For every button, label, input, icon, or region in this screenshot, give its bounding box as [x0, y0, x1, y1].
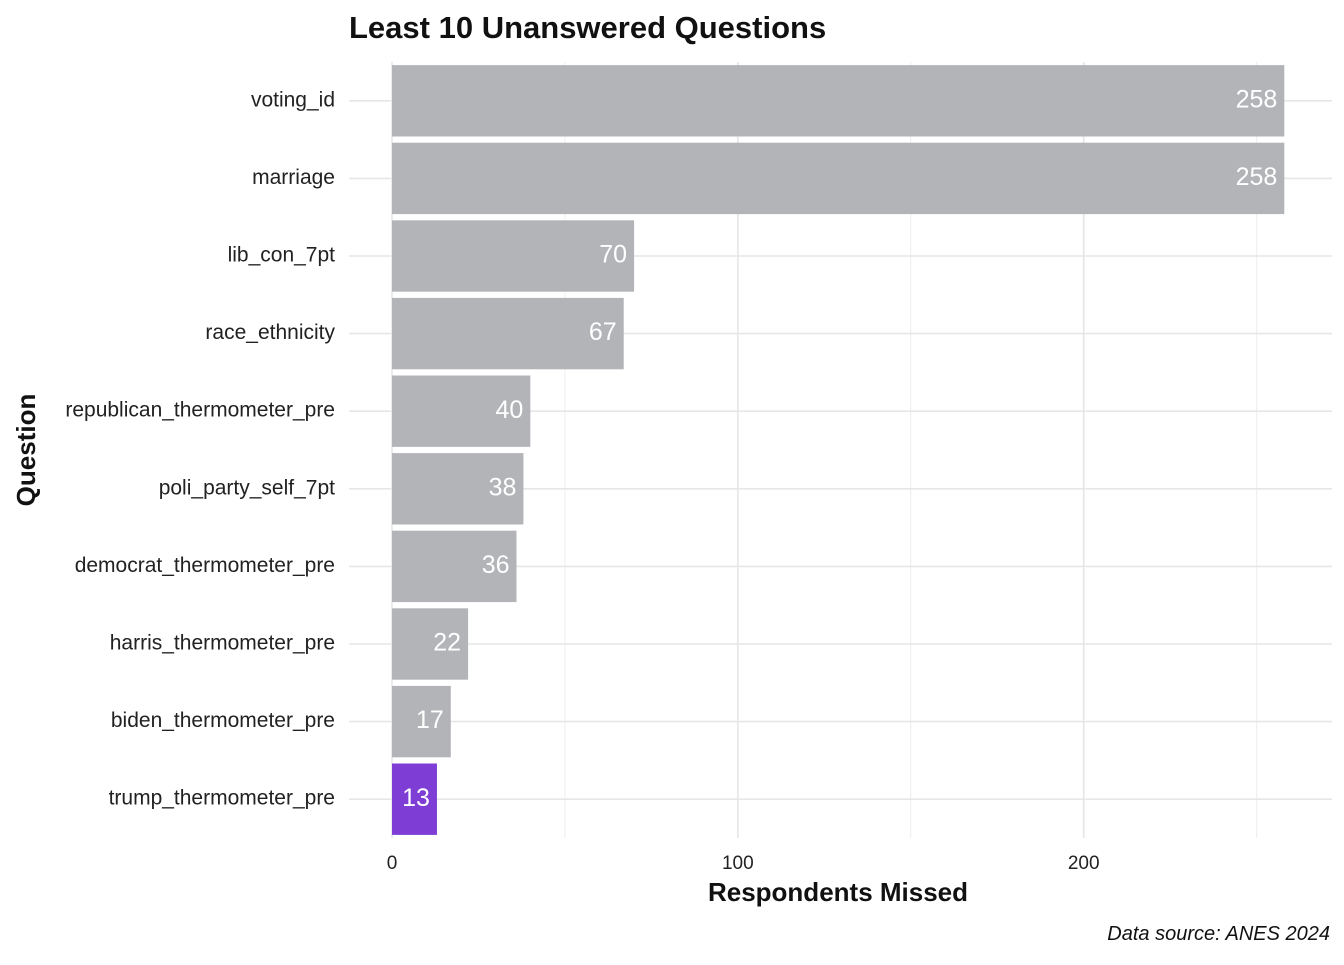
y-axis-title: Question: [11, 394, 41, 507]
bar-republican-thermometer-pre: [392, 375, 531, 447]
y-tick-label-biden-thermometer-pre: biden_thermometer_pre: [111, 709, 335, 732]
data-source-caption: Data source: ANES 2024: [1107, 923, 1330, 945]
bar-value-label-lib-con-7pt: 70: [599, 241, 627, 269]
y-tick-label-lib-con-7pt: lib_con_7pt: [228, 244, 336, 267]
y-tick-label-voting-id: voting_id: [251, 88, 335, 111]
bar-poli-party-self-7pt: [392, 453, 524, 525]
y-tick-label-poli-party-self-7pt: poli_party_self_7pt: [159, 476, 335, 499]
bar-lib-con-7pt: [392, 220, 635, 292]
bar-trump-thermometer-pre: [392, 763, 437, 835]
bar-value-label-democrat-thermometer-pre: 36: [482, 551, 510, 579]
x-tick-label: 200: [1068, 853, 1100, 874]
y-tick-label-harris-thermometer-pre: harris_thermometer_pre: [110, 632, 335, 655]
x-axis-title: Respondents Missed: [708, 877, 968, 907]
bar-value-label-harris-thermometer-pre: 22: [433, 629, 461, 657]
bars-layer: 258 258 70 67 40 38 36 22 17 13: [392, 65, 1285, 835]
x-tick-label: 0: [387, 853, 398, 874]
bar-value-label-republican-thermometer-pre: 40: [496, 396, 524, 424]
y-axis-ticks: voting_id marriage lib_con_7pt race_ethnici…: [65, 88, 335, 809]
y-tick-label-democrat-thermometer-pre: democrat_thermometer_pre: [75, 554, 335, 577]
y-tick-label-republican-thermometer-pre: republican_thermometer_pre: [65, 399, 335, 422]
bar-biden-thermometer-pre: [392, 685, 451, 758]
bar-voting-id: [392, 65, 1285, 137]
y-tick-label-race-ethnicity: race_ethnicity: [205, 321, 335, 344]
bar-value-label-race-ethnicity: 67: [589, 318, 617, 346]
bar-value-label-biden-thermometer-pre: 17: [416, 706, 444, 734]
bar-race-ethnicity: [392, 297, 624, 370]
bar-value-label-marriage: 258: [1236, 163, 1278, 191]
x-tick-label: 100: [722, 853, 754, 874]
bar-harris-thermometer-pre: [392, 608, 469, 680]
bar-democrat-thermometer-pre: [392, 530, 517, 603]
chart-title: Least 10 Unanswered Questions: [349, 10, 826, 45]
bar-value-label-poli-party-self-7pt: 38: [489, 473, 517, 501]
bar-marriage: [392, 142, 1285, 215]
y-tick-label-marriage: marriage: [252, 166, 335, 189]
y-tick-label-trump-thermometer-pre: trump_thermometer_pre: [109, 787, 335, 810]
bar-value-label-voting-id: 258: [1236, 85, 1278, 113]
bar-value-label-trump-thermometer-pre: 13: [402, 784, 430, 812]
x-axis-ticks: 0 100 200: [387, 853, 1100, 874]
